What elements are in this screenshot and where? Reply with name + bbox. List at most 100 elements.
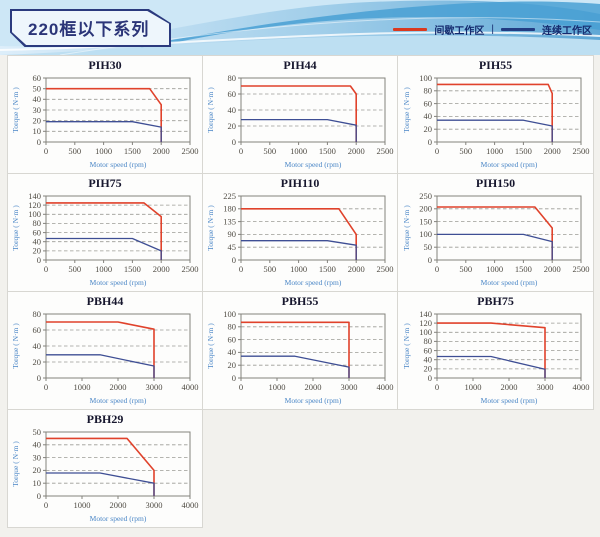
svg-text:0: 0 (427, 137, 431, 147)
svg-text:4000: 4000 (377, 382, 394, 392)
svg-text:0: 0 (232, 373, 236, 383)
svg-text:225: 225 (223, 191, 236, 201)
svg-text:40: 40 (33, 94, 42, 104)
svg-text:500: 500 (68, 264, 81, 274)
svg-text:80: 80 (33, 218, 42, 228)
svg-text:1500: 1500 (124, 146, 141, 156)
svg-text:20: 20 (33, 465, 42, 475)
svg-text:50: 50 (33, 427, 42, 437)
svg-text:Motor speed (rpm): Motor speed (rpm) (90, 278, 147, 287)
svg-text:0: 0 (37, 255, 41, 265)
svg-text:500: 500 (263, 264, 276, 274)
svg-text:40: 40 (33, 440, 42, 450)
svg-text:50: 50 (423, 242, 432, 252)
svg-text:2000: 2000 (305, 382, 322, 392)
chart-grid: PIH30 0 10 20 30 40 50 60 0 500 1000 1500 2000 2500 Mo… (7, 55, 594, 528)
svg-text:120: 120 (28, 200, 41, 210)
svg-text:1000: 1000 (290, 146, 307, 156)
svg-text:1000: 1000 (486, 146, 503, 156)
svg-text:3000: 3000 (146, 500, 163, 510)
series-title: 220框以下系列 (12, 11, 170, 45)
chart-title: PBH29 (86, 412, 124, 426)
svg-text:40: 40 (423, 111, 432, 121)
svg-text:Torque ( N·m ): Torque ( N·m ) (11, 87, 20, 133)
svg-text:2500: 2500 (182, 264, 199, 274)
svg-text:2500: 2500 (572, 146, 589, 156)
svg-text:90: 90 (228, 229, 237, 239)
empty-cell (203, 410, 398, 528)
svg-text:1000: 1000 (464, 382, 481, 392)
svg-text:0: 0 (37, 137, 41, 147)
svg-text:Motor speed (rpm): Motor speed (rpm) (480, 396, 537, 405)
svg-text:3000: 3000 (536, 382, 553, 392)
svg-text:Torque ( N·m ): Torque ( N·m ) (206, 205, 215, 251)
svg-text:1500: 1500 (319, 146, 336, 156)
svg-text:2500: 2500 (377, 146, 394, 156)
svg-text:200: 200 (419, 204, 432, 214)
svg-text:60: 60 (423, 98, 432, 108)
svg-text:4000: 4000 (572, 382, 589, 392)
svg-text:120: 120 (419, 318, 432, 328)
chart-cell-PBH29: PBH29 0 10 20 30 40 50 0 1000 2000 3000 4000 Motor s… (8, 410, 203, 528)
svg-text:500: 500 (68, 146, 81, 156)
svg-text:0: 0 (232, 255, 236, 265)
svg-text:Torque ( N·m ): Torque ( N·m ) (206, 87, 215, 133)
svg-text:1500: 1500 (514, 146, 531, 156)
chart-title: PIH150 (475, 176, 516, 190)
svg-text:80: 80 (423, 336, 432, 346)
svg-text:2000: 2000 (348, 146, 365, 156)
svg-text:140: 140 (28, 191, 41, 201)
chart-title: PIH44 (283, 58, 317, 72)
svg-text:500: 500 (459, 264, 472, 274)
chart-legend: 间歇工作区 | 连续工作区 (393, 22, 592, 37)
svg-text:20: 20 (33, 246, 42, 256)
chart-plot: 0 10 20 30 40 50 0 1000 2000 3000 4000 Motor speed … (11, 427, 199, 523)
svg-text:60: 60 (33, 73, 42, 83)
chart-title: PIH110 (280, 176, 320, 190)
svg-text:10: 10 (33, 478, 42, 488)
svg-text:140: 140 (419, 309, 432, 319)
chart-cell-PIH44: PIH44 0 20 40 60 80 0 500 1000 1500 2000 2500 Motor … (203, 56, 398, 174)
svg-text:0: 0 (37, 373, 41, 383)
svg-text:4000: 4000 (182, 500, 199, 510)
series-title-box: 220框以下系列 (10, 9, 172, 47)
svg-text:30: 30 (33, 105, 42, 115)
svg-text:0: 0 (434, 264, 438, 274)
svg-text:80: 80 (423, 86, 432, 96)
chart-cell-PBH75: PBH75 0 20 40 60 80 100 120 140 0 1000 2000 3000 4000… (398, 292, 594, 410)
svg-text:0: 0 (239, 382, 243, 392)
svg-text:40: 40 (228, 347, 237, 357)
svg-text:0: 0 (427, 373, 431, 383)
svg-text:1000: 1000 (95, 264, 112, 274)
svg-text:0: 0 (44, 500, 48, 510)
svg-text:40: 40 (33, 341, 42, 351)
chart-plot: 0 45 90 135 180 225 0 500 1000 1500 2000 2500 Motor … (206, 191, 394, 287)
svg-text:2000: 2000 (153, 264, 170, 274)
svg-text:0: 0 (434, 146, 438, 156)
svg-text:250: 250 (419, 191, 432, 201)
svg-text:1000: 1000 (486, 264, 503, 274)
svg-text:0: 0 (44, 146, 48, 156)
svg-text:0: 0 (232, 137, 236, 147)
svg-text:Torque ( N·m ): Torque ( N·m ) (11, 441, 20, 487)
svg-text:60: 60 (228, 334, 237, 344)
svg-text:100: 100 (419, 327, 432, 337)
svg-text:1500: 1500 (514, 264, 531, 274)
svg-text:10: 10 (33, 126, 42, 136)
svg-text:1000: 1000 (269, 382, 286, 392)
svg-text:2000: 2000 (543, 264, 560, 274)
svg-text:2000: 2000 (110, 382, 127, 392)
svg-text:2500: 2500 (377, 264, 394, 274)
svg-text:0: 0 (44, 382, 48, 392)
svg-text:40: 40 (423, 355, 432, 365)
legend-separator: | (491, 24, 494, 35)
svg-text:40: 40 (228, 105, 237, 115)
page-header: 220框以下系列 间歇工作区 | 连续工作区 (0, 0, 600, 55)
svg-text:0: 0 (239, 146, 243, 156)
legend-intermittent-label: 间歇工作区 (434, 26, 485, 37)
chart-cell-PIH30: PIH30 0 10 20 30 40 50 60 0 500 1000 1500 2000 2500 Mo… (8, 56, 203, 174)
